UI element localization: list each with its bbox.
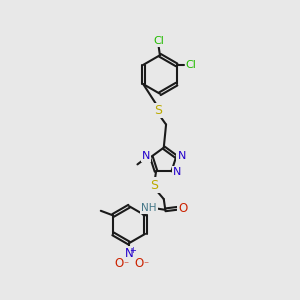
Text: Cl: Cl (186, 60, 196, 70)
Text: S: S (154, 104, 162, 117)
Text: +: + (129, 246, 136, 255)
Text: O: O (178, 202, 188, 215)
Text: O: O (134, 257, 144, 270)
Text: Cl: Cl (153, 36, 164, 46)
Text: N: N (177, 151, 186, 161)
Text: N: N (173, 167, 181, 177)
Text: ⁻: ⁻ (144, 260, 149, 270)
Text: S: S (151, 179, 158, 192)
Text: N: N (142, 151, 150, 161)
Text: NH: NH (141, 203, 157, 213)
Text: N: N (125, 248, 134, 260)
Text: O: O (115, 257, 124, 270)
Text: ⁻: ⁻ (124, 260, 129, 270)
